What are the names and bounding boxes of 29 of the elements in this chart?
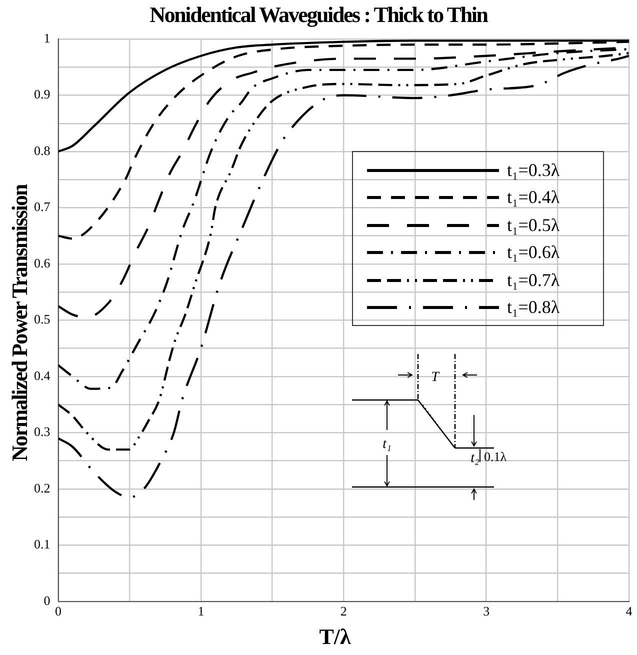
y-tick-label: 0.6 xyxy=(34,255,51,270)
y-tick-label: 0.9 xyxy=(34,86,50,102)
y-tick-label: 0.7 xyxy=(34,199,51,214)
y-tick-label: 0.3 xyxy=(34,424,50,440)
y-tick-label: 1 xyxy=(44,30,50,46)
y-tick-label: 0.8 xyxy=(34,142,50,158)
x-axis-title: T/λ xyxy=(318,624,352,650)
legend-label: t₁=0.3λ xyxy=(507,160,560,181)
annotation: 0.1λ xyxy=(484,449,508,464)
annotation: t₂ xyxy=(470,451,480,466)
y-tick-label: 0 xyxy=(44,592,50,608)
y-tick-label: 0.1 xyxy=(34,536,50,552)
x-tick-label: 2 xyxy=(340,604,347,619)
y-tick-label: 0.4 xyxy=(34,368,51,383)
y-axis-title: Normalized Power Transmission xyxy=(7,183,33,464)
annotation: t₁ xyxy=(382,437,392,452)
x-tick-label: 1 xyxy=(198,604,204,619)
legend-label: t₁=0.5λ xyxy=(507,214,560,236)
annotation: T xyxy=(431,370,440,385)
legend-label: t₁=0.6λ xyxy=(507,242,560,264)
x-tick-label: 3 xyxy=(483,604,490,619)
x-tick-label: 0 xyxy=(55,604,62,619)
y-tick-label: 0.2 xyxy=(34,480,50,496)
legend-label: t₁=0.7λ xyxy=(507,270,560,291)
legend-label: t₁=0.8λ xyxy=(507,297,560,318)
chart-title: Nonidentical Waveguides : Thick to Thin xyxy=(148,2,489,28)
legend-label: t₁=0.4λ xyxy=(507,187,560,208)
x-tick-label: 4 xyxy=(626,604,633,619)
y-tick-label: 0.5 xyxy=(34,312,50,327)
